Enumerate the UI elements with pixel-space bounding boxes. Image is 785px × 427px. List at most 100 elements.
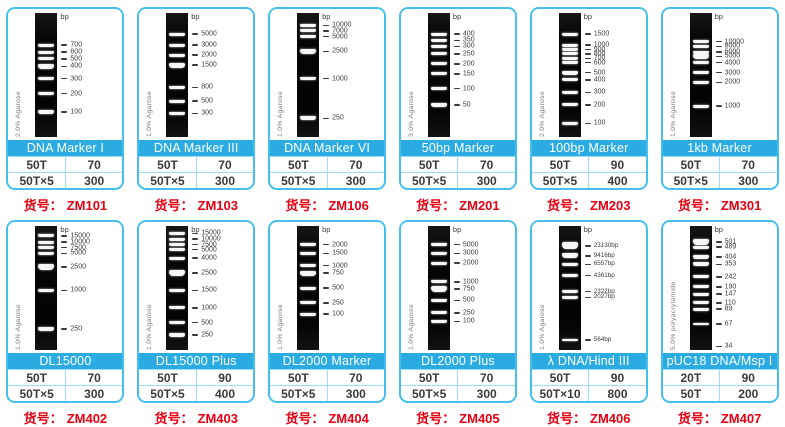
gel-band	[692, 285, 709, 289]
tick-mark	[192, 33, 199, 35]
band-size-label: 2000	[724, 78, 741, 86]
band-size-label: 500	[593, 69, 606, 77]
tick-mark	[453, 243, 460, 246]
price-cell: 300	[719, 173, 777, 188]
band-size-label: 10000	[201, 235, 221, 243]
gel-concentration-label: 1.0% Agarose	[277, 91, 285, 137]
catalog-number-value: ZM201	[459, 198, 500, 213]
catalog-number: 货号： ZM301	[678, 195, 761, 214]
product-title-bar: DNA Marker VI	[270, 140, 385, 156]
catalog-number-label: 货号：	[154, 198, 194, 213]
price-table-row: 50T×5 300	[8, 385, 123, 401]
gel-image: bp 1.0% Agarose 2000 1500 1000 750 500 250 100	[270, 222, 385, 353]
bp-unit-label: bp	[60, 12, 69, 21]
pack-size-cell: 50T	[418, 370, 440, 385]
gel-band	[692, 104, 709, 108]
tick-mark	[453, 104, 460, 106]
catalog-number: 货号： ZM405	[416, 408, 499, 427]
price-cell: 400	[588, 173, 646, 188]
tick-mark	[323, 272, 330, 274]
gel-band	[38, 77, 55, 81]
tick-mark	[715, 323, 722, 325]
tick-mark	[453, 299, 460, 302]
band-size-label: 1000	[70, 286, 86, 294]
tick-mark	[715, 241, 722, 243]
band-size-label: 5000	[201, 30, 217, 38]
tick-mark	[192, 100, 199, 102]
catalog-number: 货号： ZM402	[24, 408, 107, 427]
product-title-bar: 100bp Marker	[531, 140, 646, 156]
product-card: bp 1.0% Agarose 15000 10000 7500 5000 2500 1000…	[6, 220, 125, 403]
gel-band	[300, 29, 317, 33]
tick-mark	[584, 71, 591, 74]
tick-mark	[323, 252, 330, 255]
product-card: bp 2.0% Agarose 700 600 500 400 300 200 100 DNA M…	[6, 7, 125, 190]
band-size-label: 501	[724, 238, 737, 246]
product-title-bar: DL2000 Marker	[270, 353, 385, 369]
catalog-number: 货号： ZM101	[24, 195, 107, 214]
gel-band	[692, 80, 709, 84]
price-table-row: 50T 70	[8, 369, 123, 385]
gel-band	[430, 72, 447, 76]
tick-mark	[584, 48, 591, 51]
tick-mark	[715, 105, 722, 107]
gel-band	[430, 87, 447, 91]
pack-size-cell: 50T	[287, 370, 309, 385]
band-size-label: 300	[70, 75, 83, 83]
gel-lane	[166, 13, 189, 137]
gel-band	[169, 243, 186, 247]
pack-size-cell: 50T×5	[150, 173, 185, 188]
catalog-number-value: ZM403	[197, 411, 238, 426]
band-size-label: 34	[724, 342, 733, 350]
tick-mark	[715, 286, 722, 288]
band-size-label: 250	[70, 325, 83, 333]
band-size-label: 250	[332, 114, 344, 122]
band-size-label: 5000	[724, 52, 741, 60]
gel-band	[169, 53, 186, 57]
gel-band	[169, 32, 186, 36]
bp-unit-label: bp	[322, 225, 331, 234]
bp-unit-label: bp	[322, 12, 331, 21]
product-title-bar: λ DNA/Hind III	[531, 353, 646, 369]
catalog-number-label: 货号：	[547, 411, 587, 426]
product-cell: bp 1.0% Agarose 2000 1500 1000 750 500 250 100 DL…	[262, 213, 393, 426]
pack-size-cell: 50T	[26, 157, 47, 172]
product-cell: bp 2.0% Agarose 700 600 500 400 300 200 100 DNA M…	[0, 0, 131, 213]
band-size-label: 100	[593, 119, 606, 127]
gel-image: bp 1.0% Agarose 10000 7000 5000 2500 1000 250	[270, 9, 385, 140]
product-card: bp 1.0% Agarose 2000 1500 1000 750 500 250 100 DL…	[268, 220, 387, 403]
gel-band	[169, 85, 186, 89]
price-table-row: 50T×5 300	[270, 385, 385, 401]
tick-mark	[61, 51, 68, 53]
gel-band	[561, 262, 578, 266]
band-size-label: 250	[462, 309, 475, 317]
bp-unit-label: bp	[191, 12, 200, 21]
tick-mark	[192, 307, 199, 309]
tick-mark	[192, 248, 199, 251]
band-size-label: 564bp	[593, 335, 612, 343]
gel-image: bp 1.0% Agarose 10000 8000 6000 5000 4000 3000 2…	[662, 9, 777, 140]
tick-mark	[584, 61, 591, 64]
catalog-number-label: 货号：	[416, 411, 456, 426]
tick-mark	[61, 241, 68, 243]
gel-band	[430, 62, 447, 66]
gel-band	[561, 32, 578, 36]
price-cell: 800	[588, 386, 646, 401]
band-size-label: 750	[332, 269, 344, 277]
product-title-bar: 50bp Marker	[400, 140, 515, 156]
gel-image: bp 2.0% Agarose 1500 1000 900 800 700 600 500 400…	[531, 9, 646, 140]
catalog-number: 货号： ZM106	[285, 195, 368, 214]
catalog-number-label: 货号：	[547, 198, 587, 213]
band-size-label: 800	[201, 83, 213, 91]
band-size-label: 2027bp	[593, 293, 615, 301]
product-title-bar: 1kb Marker	[662, 140, 777, 156]
catalog-number-value: ZM203	[590, 198, 631, 213]
tick-mark	[453, 252, 460, 255]
tick-mark	[192, 54, 199, 56]
tick-mark	[323, 243, 330, 246]
tick-mark	[584, 44, 591, 46]
gel-band	[692, 322, 709, 325]
tick-mark	[715, 61, 722, 64]
tick-mark	[584, 296, 591, 299]
